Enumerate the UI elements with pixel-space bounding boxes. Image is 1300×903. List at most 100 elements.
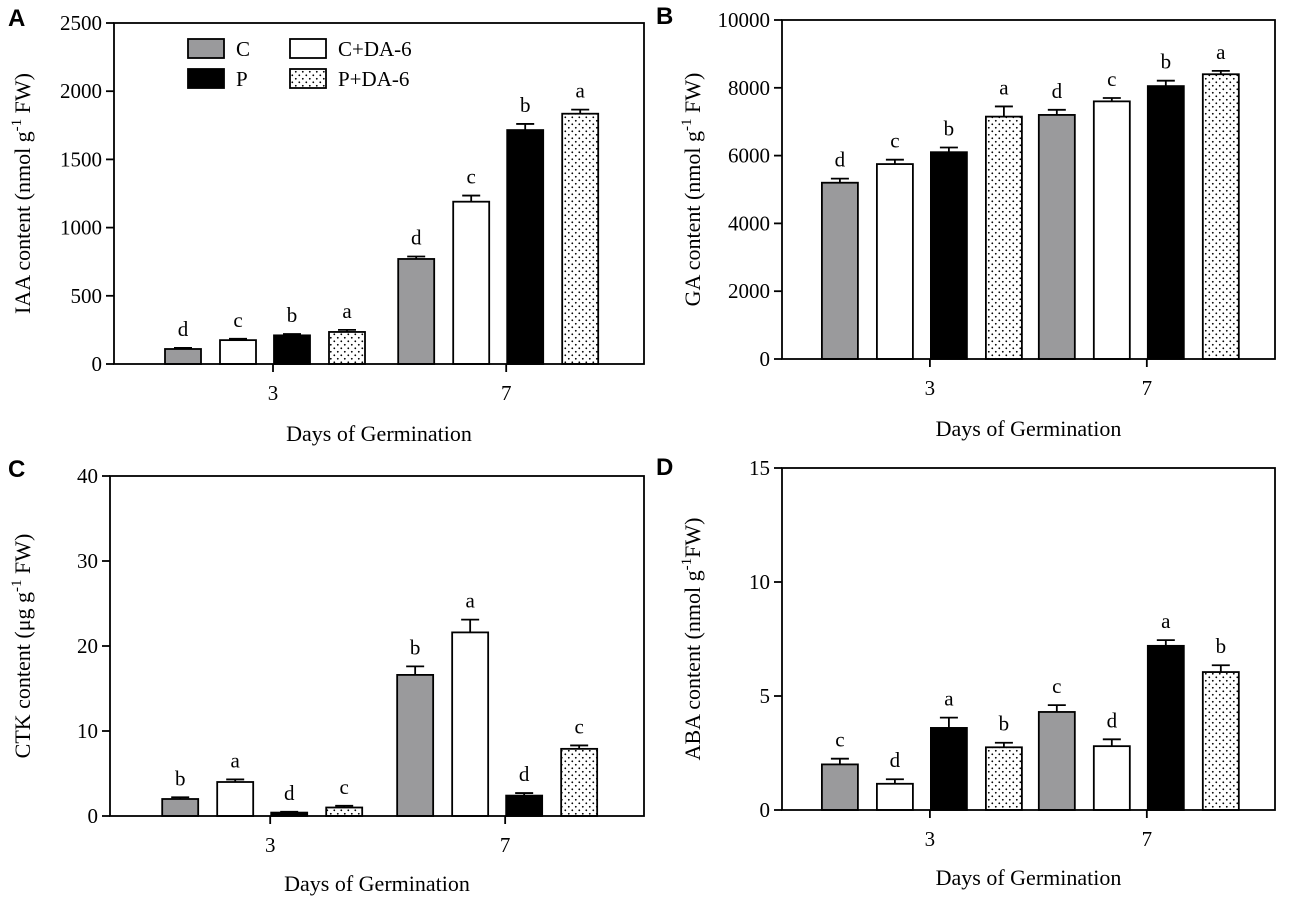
bar-p-da-6-day-7 xyxy=(1201,73,1240,360)
x-axis-title: Days of Germination xyxy=(936,416,1122,441)
significance-label: a xyxy=(999,75,1009,99)
significance-label: a xyxy=(1161,609,1171,633)
y-axis-title: IAA content (nmol g-1 FW) xyxy=(9,73,35,314)
bar-c-day-7 xyxy=(1037,711,1076,811)
significance-label: b xyxy=(999,712,1010,736)
significance-label: a xyxy=(465,589,475,613)
plot-frame xyxy=(781,19,1276,360)
y-tick-label: 15 xyxy=(749,456,770,480)
panel-a: Ad c b a 3 d c b a 7 0 500 1000 1500 2000 2500 Days of G… xyxy=(8,5,645,446)
significance-label: b xyxy=(175,766,186,790)
y-tick-label: 2000 xyxy=(728,279,770,303)
bar-c-da-6-day-7 xyxy=(1092,745,1131,811)
significance-label: d xyxy=(1052,79,1063,103)
significance-label: c xyxy=(574,714,583,738)
panel-letter: D xyxy=(656,454,673,481)
significance-label: d xyxy=(411,226,422,250)
bar-p-da-6-day-7 xyxy=(1201,671,1240,811)
significance-label: c xyxy=(835,728,844,752)
x-axis-title: Days of Germination xyxy=(936,865,1122,890)
legend-label: P xyxy=(236,67,248,91)
significance-label: d xyxy=(519,762,530,786)
bar-p-da-6-day-3 xyxy=(328,331,366,365)
x-axis-title: Days of Germination xyxy=(286,421,472,446)
bar-c-da-6-day-7 xyxy=(452,200,491,365)
bar-c-day-7 xyxy=(1037,114,1076,360)
significance-label: a xyxy=(944,687,954,711)
significance-label: c xyxy=(340,775,349,799)
significance-label: c xyxy=(467,165,476,189)
x-tick-label: 7 xyxy=(1142,376,1153,400)
significance-label: b xyxy=(287,303,298,327)
bar-c-day-3 xyxy=(821,181,859,360)
legend: CP C+DA-6 P+DA-6 xyxy=(187,37,412,91)
legend-label: P+DA-6 xyxy=(338,67,409,91)
x-tick-label: 3 xyxy=(925,376,936,400)
panel-letter: C xyxy=(8,456,25,483)
legend-item-c-da-6: C+DA-6 xyxy=(289,37,412,61)
y-tick-label: 0 xyxy=(760,798,771,822)
bar-p-day-7 xyxy=(506,129,545,365)
panel-b: Bd c b a 3 d c b a 7 0 2000 4000 6000 8000 10000 Days of… xyxy=(656,3,1276,441)
bar-c-day-7 xyxy=(397,258,436,365)
plot-frame xyxy=(113,22,645,365)
legend-swatch xyxy=(187,38,225,59)
bar-c-day-3 xyxy=(821,763,859,811)
y-tick-label: 4000 xyxy=(728,211,770,235)
plot-frame xyxy=(781,467,1276,811)
y-tick-label: 500 xyxy=(71,284,103,308)
y-tick-label: 1000 xyxy=(60,216,102,240)
significance-label: d xyxy=(284,781,295,805)
significance-label: a xyxy=(342,299,352,323)
panel-c: Cb a d c 3 b a d c 7 0 10 20 30 40 Days of Germination C… xyxy=(8,456,645,896)
y-tick-label: 1500 xyxy=(60,147,102,171)
significance-label: a xyxy=(231,748,241,772)
x-tick-label: 7 xyxy=(1142,827,1153,851)
bar-p-da-6-day-7 xyxy=(560,747,599,817)
y-axis-title: GA content (nmol g-1 FW) xyxy=(679,73,705,307)
significance-label: c xyxy=(1107,67,1116,91)
y-tick-label: 2000 xyxy=(60,79,102,103)
bar-p-da-6-day-7 xyxy=(561,112,600,365)
bar-c-day-3 xyxy=(161,798,200,817)
y-axis-title: ABA content (nmol g-1FW) xyxy=(679,518,705,761)
y-tick-label: 20 xyxy=(77,634,98,658)
bar-p-day-7 xyxy=(1146,644,1185,811)
bar-p-day-7 xyxy=(505,794,544,817)
bar-c-da-6-day-3 xyxy=(876,782,914,811)
significance-label: c xyxy=(233,308,242,332)
x-axis-title: Days of Germination xyxy=(284,871,470,896)
y-tick-label: 0 xyxy=(760,347,771,371)
significance-label: d xyxy=(178,317,189,341)
y-tick-label: 2500 xyxy=(60,11,102,35)
y-tick-label: 40 xyxy=(77,464,98,488)
significance-label: a xyxy=(576,79,586,103)
significance-label: a xyxy=(1216,40,1226,64)
bar-c-da-6-day-3 xyxy=(219,339,257,365)
plot-frame xyxy=(109,475,645,817)
bar-p-da-6-day-3 xyxy=(985,746,1023,811)
significance-label: b xyxy=(410,635,421,659)
x-tick-label: 3 xyxy=(268,381,279,405)
y-tick-label: 5 xyxy=(760,684,771,708)
y-tick-label: 0 xyxy=(92,352,103,376)
bar-p-da-6-day-3 xyxy=(985,115,1023,360)
y-tick-label: 6000 xyxy=(728,144,770,168)
y-axis-title: CTK content (μg g-1 FW) xyxy=(9,534,35,759)
significance-label: b xyxy=(1216,634,1227,658)
bar-c-da-6-day-7 xyxy=(451,631,490,817)
significance-label: c xyxy=(890,129,899,153)
legend-label: C+DA-6 xyxy=(338,37,412,61)
panel-letter: B xyxy=(656,3,673,30)
legend-item-c: C xyxy=(187,37,250,61)
significance-label: b xyxy=(520,93,531,117)
significance-label: b xyxy=(1161,50,1172,74)
legend-swatch xyxy=(289,38,327,59)
bar-c-da-6-day-7 xyxy=(1092,100,1131,360)
y-tick-label: 30 xyxy=(77,549,98,573)
x-tick-label: 7 xyxy=(501,381,512,405)
significance-label: c xyxy=(1052,674,1061,698)
panel-letter: A xyxy=(8,5,25,32)
y-tick-label: 0 xyxy=(88,804,99,828)
